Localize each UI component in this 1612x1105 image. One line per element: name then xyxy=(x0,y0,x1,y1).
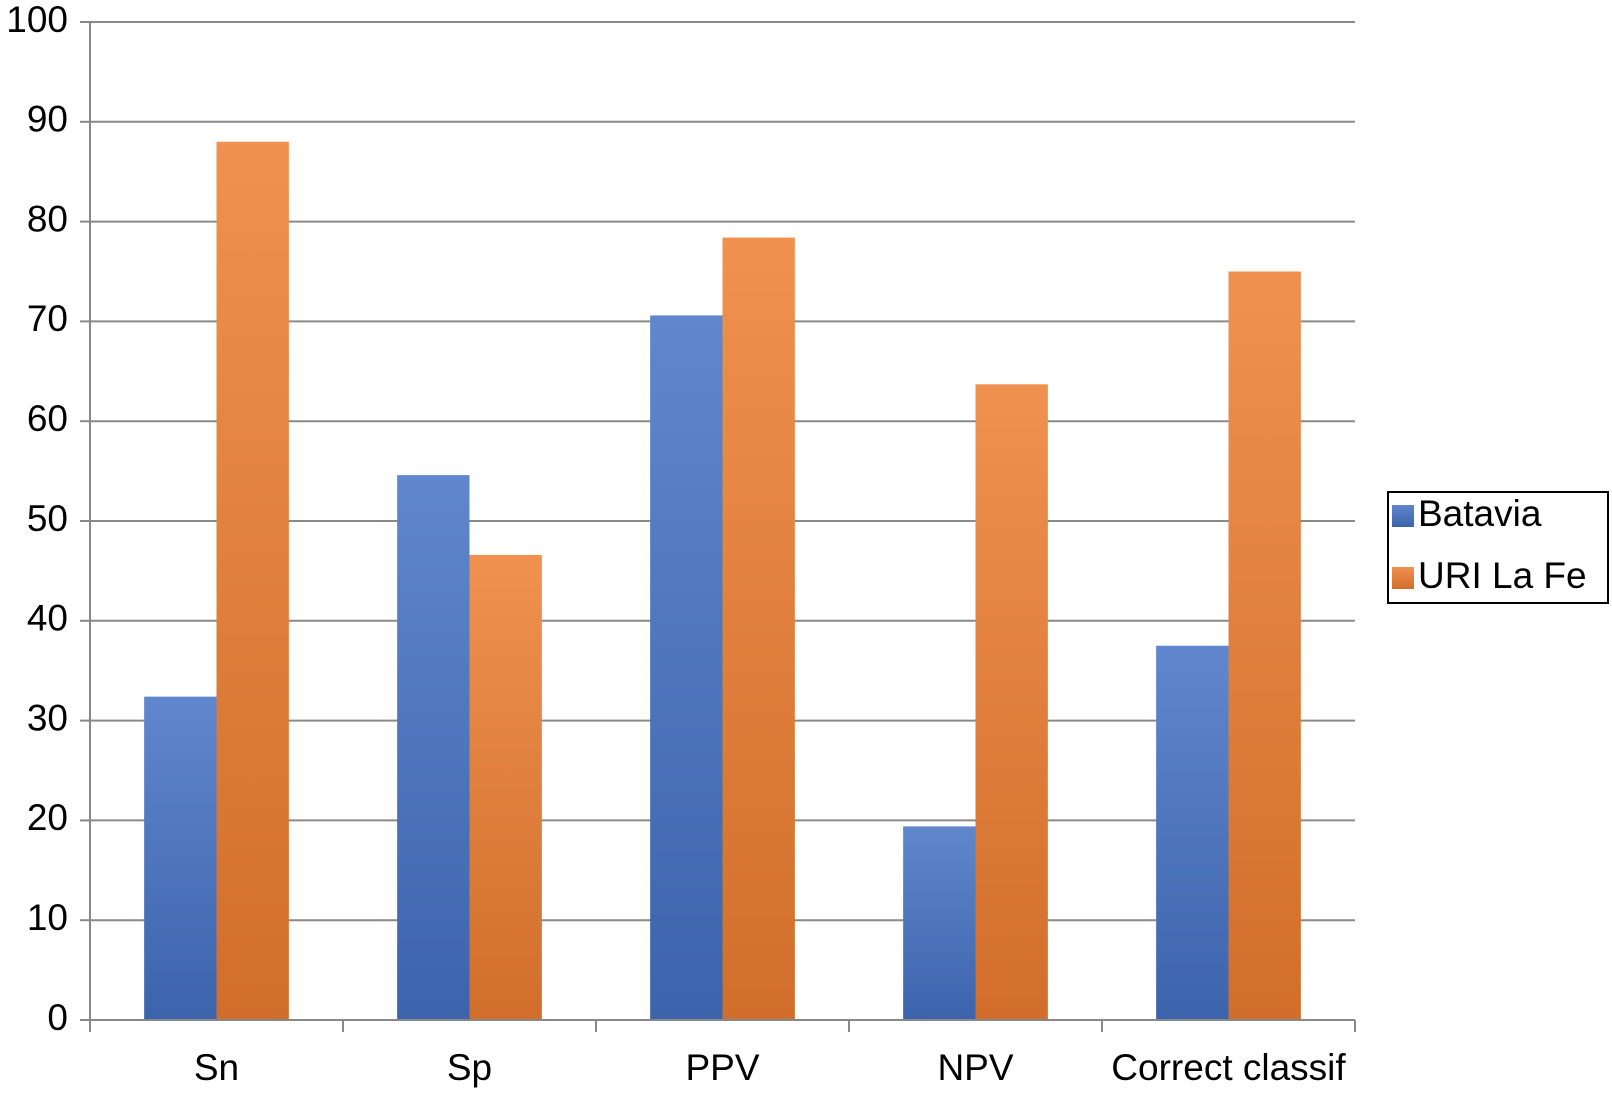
bar xyxy=(650,315,723,1020)
bar xyxy=(1156,645,1229,1020)
bar xyxy=(1228,271,1301,1020)
x-tick-label: NPV xyxy=(937,1047,1013,1088)
y-tick-label: 10 xyxy=(27,897,68,938)
bar xyxy=(144,696,217,1020)
legend-swatch xyxy=(1392,567,1414,589)
x-tick-label: Sn xyxy=(194,1047,239,1088)
y-tick-label: 20 xyxy=(27,797,68,838)
bar xyxy=(397,475,470,1020)
bars xyxy=(144,141,1301,1020)
y-tick-label: 90 xyxy=(27,99,68,140)
x-tick-label: Correct classif xyxy=(1111,1047,1346,1088)
y-tick-label: 80 xyxy=(27,198,68,239)
bar xyxy=(975,384,1048,1020)
bar xyxy=(469,554,542,1020)
y-tick-label: 100 xyxy=(6,0,68,40)
legend-label: URI La Fe xyxy=(1418,555,1587,596)
y-tick-label: 70 xyxy=(27,298,68,339)
x-tick-label: Sp xyxy=(447,1047,492,1088)
legend-swatch xyxy=(1392,505,1414,527)
y-tick-label: 40 xyxy=(27,598,68,639)
legend-label: Batavia xyxy=(1418,493,1542,534)
y-tick-label: 60 xyxy=(27,398,68,439)
bar xyxy=(722,237,795,1020)
bar xyxy=(903,826,976,1020)
y-tick-label: 0 xyxy=(47,997,68,1038)
x-tick-label: PPV xyxy=(685,1047,759,1088)
axes: 0 10 20 30 40 50 60 70 80 90 100 Sn Sp PPV NPV Correct … xyxy=(6,0,1356,1088)
legend: Batavia URI La Fe xyxy=(1387,491,1609,604)
y-tick-label: 50 xyxy=(27,498,68,539)
y-tick-label: 30 xyxy=(27,697,68,738)
bar xyxy=(216,141,289,1020)
legend-box xyxy=(1387,491,1609,604)
